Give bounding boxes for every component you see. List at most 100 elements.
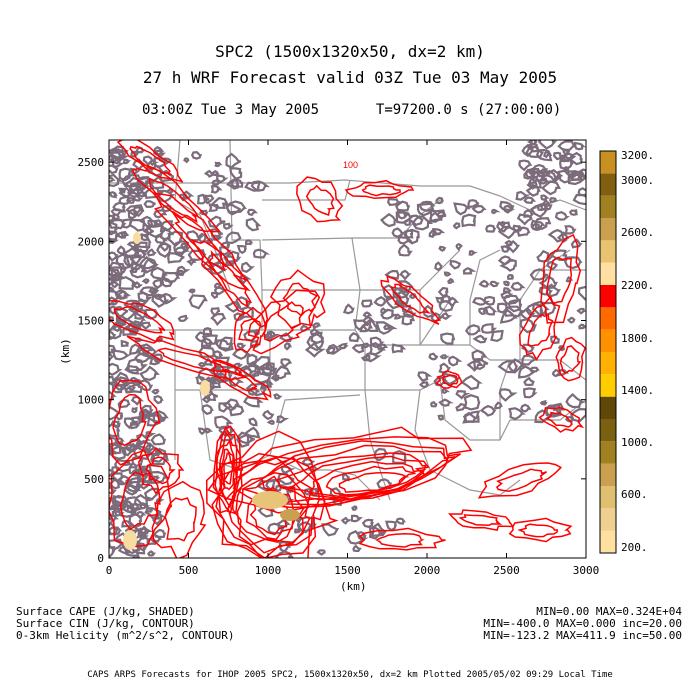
cin-contour <box>244 426 261 439</box>
cin-contour <box>143 200 156 209</box>
cin-contour <box>525 183 541 197</box>
helicity-contour <box>305 184 335 217</box>
cin-contour <box>391 343 407 354</box>
cin-contour <box>109 173 123 188</box>
cin-contour <box>418 200 436 212</box>
helicity-contour <box>113 305 166 334</box>
helicity-contour <box>109 299 175 343</box>
cin-contour <box>201 404 214 416</box>
cin-contour <box>230 178 244 188</box>
cin-contour <box>180 242 188 249</box>
helicity-contour <box>546 256 573 305</box>
cin-contour <box>109 191 118 199</box>
helicity-contour <box>344 179 415 200</box>
cin-contour <box>540 194 550 201</box>
valid-time-line: 03:00Z Tue 3 May 2005 T=97200.0 s (27:00… <box>142 102 561 118</box>
y-tick-label: 500 <box>84 473 104 486</box>
cin-contour <box>245 239 254 246</box>
cin-contour <box>213 282 222 289</box>
cin-contour <box>502 204 516 214</box>
helicity-contour <box>517 523 558 538</box>
cin-contour <box>154 219 164 227</box>
cin-contour <box>438 245 447 252</box>
cin-contour <box>392 450 407 465</box>
y-axis-label: (km) <box>58 338 72 365</box>
cin-contour <box>176 265 191 275</box>
cin-contour <box>124 386 134 394</box>
cin-contour <box>131 378 143 387</box>
cin-contour <box>114 230 129 239</box>
cin-contour <box>132 445 153 460</box>
colorbar-swatch <box>600 396 616 419</box>
cin-contour <box>118 276 139 290</box>
colorbar-swatch <box>600 329 616 352</box>
x-tick-label: 1000 <box>255 564 282 577</box>
cin-contour <box>111 495 130 506</box>
cin-contour <box>161 271 181 283</box>
cin-contour <box>145 507 154 513</box>
cin-contour <box>380 308 398 320</box>
cin-contour <box>245 364 261 373</box>
cin-contour <box>147 550 157 557</box>
cin-contour <box>438 398 454 407</box>
colorbar-swatch <box>600 195 616 218</box>
cin-contour <box>278 332 293 343</box>
cin-contour <box>143 308 160 320</box>
cin-contour <box>568 209 578 216</box>
helicity-contour <box>361 184 402 197</box>
cin-contour <box>109 526 123 536</box>
cin-contour <box>265 363 274 371</box>
cin-contour <box>215 339 234 351</box>
cin-contour <box>352 544 362 552</box>
helicity-contour <box>231 472 310 546</box>
cin-contour <box>214 161 223 168</box>
cin-contour <box>342 303 355 315</box>
cin-contour <box>362 342 370 349</box>
helicity-contour <box>145 456 176 485</box>
cin-contour <box>508 407 526 421</box>
cin-contour <box>376 343 389 351</box>
helicity-contour <box>224 368 258 392</box>
colorbar-swatch <box>600 262 616 285</box>
cin-contour <box>447 277 455 285</box>
cin-contour <box>500 245 511 253</box>
cin-contour <box>385 520 398 532</box>
cin-contour <box>109 352 115 362</box>
cin-contour <box>399 269 412 281</box>
helicity-contour <box>435 370 463 389</box>
cin-contour <box>540 180 562 196</box>
cin-contour <box>131 406 138 414</box>
cin-contour <box>138 255 159 274</box>
cin-contour <box>226 178 240 190</box>
legend-var-helicity: 0-3km Helicity (m^2/s^2, CONTOUR) <box>16 629 235 642</box>
helicity-contour <box>126 335 246 380</box>
colorbar-swatch <box>600 352 616 375</box>
cin-contour <box>244 180 262 192</box>
y-axis: 0 500 1000 1500 2000 2500 <box>78 156 586 565</box>
cin-contour <box>435 210 447 218</box>
cin-contour <box>472 334 488 344</box>
helicity-contour <box>236 475 305 543</box>
cin-contour <box>156 242 172 259</box>
cin-contour <box>361 518 374 528</box>
figure-footer: CAPS ARPS Forecasts for IHOP 2005 SPC2, … <box>87 670 613 680</box>
helicity-contour <box>527 313 554 347</box>
cin-contour <box>384 269 400 280</box>
cin-contour <box>213 286 229 296</box>
cin-contour <box>137 291 153 303</box>
helicity-contour <box>116 140 184 183</box>
cin-contour <box>113 510 125 517</box>
cin-contour <box>109 362 123 376</box>
cin-contour <box>466 360 484 372</box>
cin-contour <box>528 175 542 189</box>
colorbar-frame <box>599 150 617 554</box>
cin-contour <box>222 222 234 230</box>
cin-contour <box>120 218 133 229</box>
cin-contour <box>506 273 515 280</box>
cin-contour <box>276 471 295 486</box>
cin-contour <box>499 258 517 272</box>
cin-contour <box>109 145 129 159</box>
cin-contour <box>531 163 549 175</box>
cin-contour <box>431 228 446 237</box>
cape-patch <box>280 509 300 521</box>
